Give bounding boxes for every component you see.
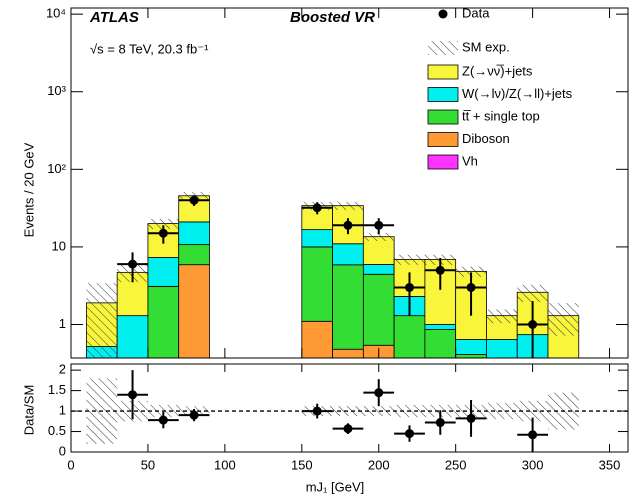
y-tick-label: 0 xyxy=(59,443,66,458)
legend-label: Z(→νν̅)+jets xyxy=(462,63,533,78)
x-tick-label: 250 xyxy=(445,457,467,472)
stack-segment xyxy=(455,339,487,355)
legend-marker xyxy=(438,9,448,19)
x-tick-label: 0 xyxy=(67,457,74,472)
data-point xyxy=(435,265,445,275)
sm-uncertainty xyxy=(147,218,179,230)
legend-swatch xyxy=(427,154,459,170)
stack-segment xyxy=(147,285,180,358)
legend-label: tt̅ + single top xyxy=(462,108,540,123)
legend-swatch xyxy=(427,64,459,80)
y-tick-label: 1 xyxy=(59,403,66,418)
legend-label: Diboson xyxy=(462,131,510,146)
stack-segment xyxy=(393,315,426,358)
x-tick-label: 200 xyxy=(368,457,390,472)
y-tick-label: 2 xyxy=(59,362,66,377)
stack-segment xyxy=(455,354,487,358)
ratio-point xyxy=(128,390,138,400)
ratio-point xyxy=(374,388,384,398)
stack-segment xyxy=(486,339,518,358)
ratio-uncertainty xyxy=(363,406,395,416)
sm-uncertainty xyxy=(517,284,548,302)
x-tick-label: 100 xyxy=(214,457,236,472)
legend-swatch xyxy=(428,41,458,55)
ratio-point xyxy=(528,430,538,440)
ratio-frame xyxy=(70,363,629,453)
data-point xyxy=(528,319,538,329)
sm-uncertainty xyxy=(547,303,579,336)
ratio-point xyxy=(189,410,199,420)
data-point xyxy=(374,220,384,230)
x-tick-label: 300 xyxy=(522,457,544,472)
ratio-point xyxy=(435,418,445,428)
stack-segment xyxy=(362,273,395,346)
region-label: Boosted VR xyxy=(290,9,375,26)
y-tick-label: 10² xyxy=(47,161,66,176)
x-tick-label: 50 xyxy=(141,457,155,472)
stack-segment xyxy=(424,324,457,330)
ratio-uncertainty xyxy=(517,400,548,422)
y-tick-label: 10 xyxy=(52,238,66,253)
data-point xyxy=(343,220,353,230)
legend-swatch xyxy=(427,87,459,102)
y-tick-label: 10³ xyxy=(47,83,66,98)
sm-uncertainty xyxy=(86,283,118,358)
stack-segment xyxy=(147,257,180,287)
stack-segment xyxy=(332,264,364,350)
ratio-point xyxy=(405,429,415,439)
y-tick-label: 1 xyxy=(59,316,66,331)
ratio-y-label: Data/SM xyxy=(21,385,36,436)
y-tick-label: 10⁴ xyxy=(46,6,66,21)
x-tick-label: 150 xyxy=(291,457,313,472)
main-plot xyxy=(85,191,580,408)
data-point xyxy=(158,228,168,238)
data-point xyxy=(312,203,322,213)
stack-segment xyxy=(178,264,210,358)
stack-segment xyxy=(486,365,517,408)
sm-uncertainty xyxy=(455,266,487,277)
sm-uncertainty xyxy=(394,254,425,265)
data-point xyxy=(405,282,415,292)
data-point xyxy=(189,195,199,205)
stack-segment xyxy=(178,221,210,246)
sm-uncertainty xyxy=(332,201,364,210)
legend-label: W(→lν)/Z(→ll)+jets xyxy=(462,86,573,101)
ratio-point xyxy=(466,413,476,423)
stack-segment xyxy=(178,244,210,266)
sm-uncertainty xyxy=(363,232,395,242)
legend-swatch xyxy=(427,109,459,125)
ratio-plot xyxy=(71,370,628,452)
legend-label: Vh xyxy=(462,153,478,168)
ratio-point xyxy=(312,406,322,416)
main-frame xyxy=(70,7,629,359)
stack-segment xyxy=(424,329,457,358)
ratio-point xyxy=(158,415,168,425)
x-tick-label: 350 xyxy=(599,457,621,472)
y-tick-label: 0.5 xyxy=(48,423,66,438)
stack-segment xyxy=(362,264,395,275)
legend-label: Data xyxy=(462,5,490,20)
stack-segment xyxy=(301,229,333,248)
y-tick-label: 1.5 xyxy=(48,382,66,397)
atlas-label: ATLAS xyxy=(89,9,139,26)
energy-label: √s = 8 TeV, 20.3 fb⁻¹ xyxy=(90,41,209,56)
stack-segment xyxy=(301,320,333,358)
stack-segment xyxy=(301,246,333,322)
data-point xyxy=(128,259,138,269)
stack-segment xyxy=(116,315,149,358)
ratio-point xyxy=(343,424,353,434)
x-axis-label: mJ₁ [GeV] xyxy=(306,479,365,494)
data-point xyxy=(466,282,476,292)
stack-segment xyxy=(332,243,364,266)
legend-label: SM exp. xyxy=(462,39,510,54)
sm-uncertainty xyxy=(486,309,518,324)
legend-swatch xyxy=(427,132,459,147)
y-axis-label: Events / 20 GeV xyxy=(21,142,36,237)
